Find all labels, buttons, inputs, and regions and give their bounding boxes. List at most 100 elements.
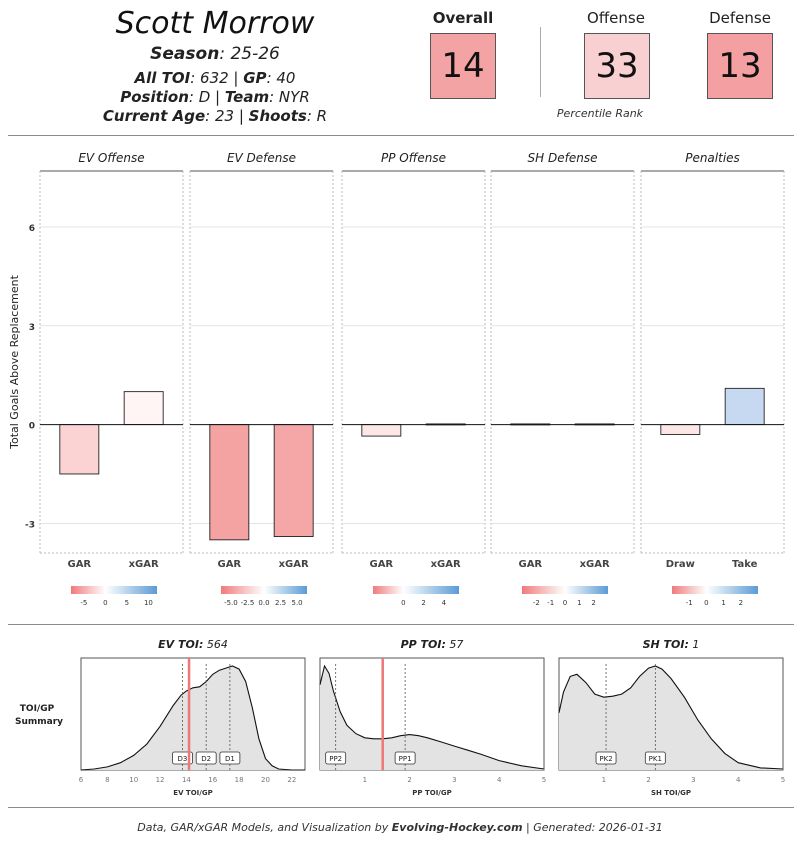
deployment-marker-box xyxy=(172,751,193,765)
gar-panel-pp-offense: PP Offense GAR xGAR 0 2 4 xyxy=(341,151,486,607)
deployment-marker-d2: D2 xyxy=(201,755,211,763)
density-line xyxy=(80,665,305,771)
team-label: Team xyxy=(224,88,270,106)
toi-panel-sh: SH TOI: 1 PK2 PK1 1 2 3 4 5 SH TOI/GP xyxy=(558,638,785,797)
legend-tick: 4 xyxy=(442,599,447,607)
bar-gar xyxy=(59,424,100,475)
legend-tick: -5 xyxy=(80,599,87,607)
legend-tick: 2.5 xyxy=(275,599,286,607)
toi-x-axis-label: PP TOI/GP xyxy=(412,789,451,797)
gp-label: GP xyxy=(243,69,267,87)
toi-label: All TOI xyxy=(134,69,191,87)
x-tick-8: 8 xyxy=(105,776,109,784)
bar-gar xyxy=(209,424,250,541)
rank-divider xyxy=(540,27,541,97)
bar-draw xyxy=(660,424,701,435)
percentile-caption: Percentile Rank xyxy=(556,107,644,120)
x-tick-3: 3 xyxy=(452,776,456,784)
legend-tick: 0 xyxy=(401,599,405,607)
gar-y-axis-label: Total Goals Above Replacement xyxy=(8,274,21,449)
toi-panel-title: SH TOI: 1 xyxy=(643,638,700,651)
density-area xyxy=(320,666,544,770)
x-tick-5: 5 xyxy=(542,776,546,784)
legend-tick: 0.0 xyxy=(258,599,269,607)
bar-xgar xyxy=(123,391,164,426)
defense-rank-box: 13 xyxy=(707,33,773,99)
gar-y-tick-3: 3 xyxy=(29,323,35,333)
panel-title: EV Defense xyxy=(227,151,296,165)
overall-rank-box: 14 xyxy=(430,33,496,99)
deployment-marker-box xyxy=(595,751,617,765)
legend-tick: -2.5 xyxy=(241,599,255,607)
deployment-marker-box xyxy=(219,751,241,765)
x-tick-12: 12 xyxy=(156,776,165,784)
divider-top xyxy=(8,135,794,136)
offense-rank-box: 33 xyxy=(584,33,650,99)
panel-title: Penalties xyxy=(685,151,740,165)
gar-bar-chart: Total Goals Above Replacement-30369EV Of… xyxy=(8,151,785,607)
density-area xyxy=(559,666,783,770)
legend-tick: 5.0 xyxy=(292,599,303,607)
legend-tick: 5 xyxy=(125,599,129,607)
deployment-marker-box xyxy=(195,751,217,765)
x-tick-gar: GAR xyxy=(217,559,241,570)
x-tick-xgar: xGAR xyxy=(580,559,610,570)
color-legend-bar xyxy=(672,586,758,594)
x-tick-3: 3 xyxy=(691,776,695,784)
x-tick-2: 2 xyxy=(407,776,411,784)
color-legend-bar xyxy=(522,586,608,594)
x-tick-gar: GAR xyxy=(369,559,393,570)
legend-tick: 2 xyxy=(591,599,595,607)
density-area xyxy=(81,666,305,770)
toi-panel-ev: EV TOI: 564 D3 D2 D1 6 8 10 12 14 16 18 20 22 EV TOI/… xyxy=(79,638,306,797)
x-tick-16: 16 xyxy=(208,776,217,784)
legend-tick: -5.0 xyxy=(224,599,238,607)
player-name: Scott Morrow xyxy=(115,6,315,41)
legend-tick: -2 xyxy=(533,599,540,607)
legend-tick: 0 xyxy=(103,599,107,607)
x-tick-xgar: xGAR xyxy=(279,559,309,570)
x-tick-gar: GAR xyxy=(518,559,542,570)
deployment-marker-box xyxy=(325,751,347,765)
gar-panel-penalties: Penalties Draw Take -1 0 1 2 xyxy=(640,151,785,607)
position-label: Position xyxy=(120,88,189,106)
season-value: : 25-26 xyxy=(219,44,280,64)
color-legend-bar xyxy=(221,586,307,594)
footer-credit: Data, GAR/xGAR Models, and Visualization… xyxy=(0,821,800,834)
gp-value: : 40 xyxy=(266,69,296,87)
x-tick-5: 5 xyxy=(781,776,785,784)
bar-take xyxy=(724,387,765,426)
x-tick-xgar: xGAR xyxy=(431,559,461,570)
x-tick-take: Take xyxy=(732,559,758,570)
bar-gar xyxy=(361,424,402,437)
toi-panel-title: PP TOI: 57 xyxy=(401,638,464,651)
toi-summary-label-2: Summary xyxy=(15,717,63,727)
divider-bottom xyxy=(8,807,794,808)
legend-tick: 0 xyxy=(704,599,708,607)
deployment-marker-pk1: PK1 xyxy=(649,755,662,763)
age-line: Current Age: 23 | Shoots: R xyxy=(0,107,430,125)
x-tick-20: 20 xyxy=(261,776,270,784)
gar-panel-ev-defense: EV Defense GAR xGAR -5.0 -2.5 0.0 2.5 5.0 xyxy=(189,151,334,607)
legend-tick: 10 xyxy=(144,599,153,607)
x-tick-1: 1 xyxy=(363,776,367,784)
footer-suffix: | Generated: 2026-01-31 xyxy=(522,821,663,834)
toi-panel-title: EV TOI: 564 xyxy=(158,638,228,651)
bar-xgar xyxy=(273,424,314,537)
toi-x-axis-label: EV TOI/GP xyxy=(173,789,212,797)
age-label: Current Age xyxy=(102,107,206,125)
x-tick-6: 6 xyxy=(79,776,84,784)
legend-tick: -1 xyxy=(686,599,693,607)
season-line: Season: 25-26 xyxy=(0,44,430,64)
divider-middle xyxy=(8,624,794,625)
density-line xyxy=(319,664,545,770)
shoots-value: : R xyxy=(306,107,328,125)
toi-x-axis-label: SH TOI/GP xyxy=(651,789,691,797)
deployment-marker-box xyxy=(644,751,666,765)
panel-title: EV Offense xyxy=(78,151,144,165)
color-legend-bar xyxy=(373,586,459,594)
gar-panel-sh-defense: SH Defense GAR xGAR -2 -1 0 1 2 xyxy=(490,151,635,607)
toi-panel-pp: PP TOI: 57 PP2 PP1 1 2 3 4 5 PP TOI/GP xyxy=(319,638,546,797)
shoots-label: Shoots xyxy=(248,107,307,125)
legend-tick: 2 xyxy=(421,599,425,607)
